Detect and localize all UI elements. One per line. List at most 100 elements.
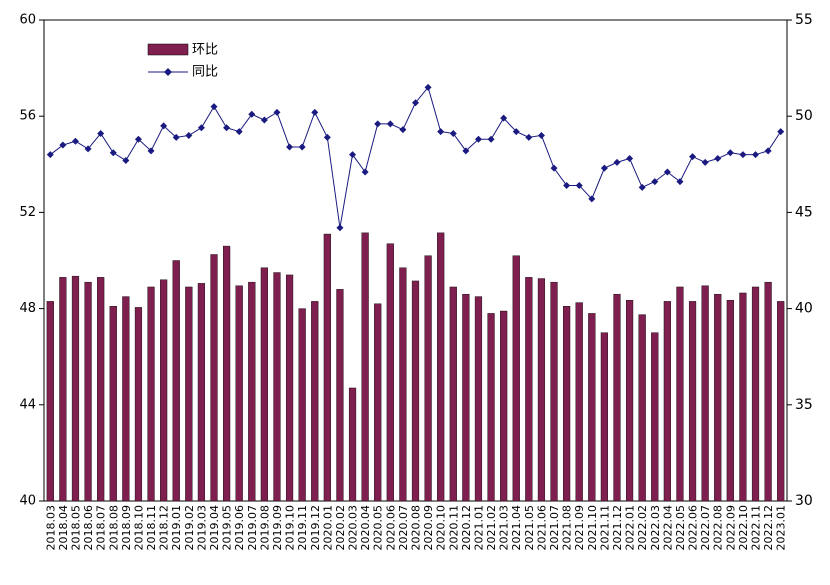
x-tick-label: 2021.05 [523, 505, 536, 551]
line-marker [726, 149, 734, 157]
bar [223, 245, 231, 502]
bar [399, 267, 407, 502]
x-tick-label: 2022.12 [762, 505, 775, 551]
bar [777, 301, 785, 502]
bar [84, 281, 92, 502]
y-tick-label: 48 [19, 301, 36, 316]
line-marker [474, 135, 482, 143]
x-tick-label: 2020.06 [384, 505, 397, 551]
bar [550, 281, 558, 502]
x-tick-label: 2020.08 [410, 505, 423, 551]
line-marker [739, 151, 747, 159]
bar [751, 286, 760, 502]
bar [676, 286, 684, 502]
x-tick-label: 2019.04 [208, 505, 221, 551]
x-tick-label: 2020.04 [359, 505, 372, 551]
x-tick-label: 2019.05 [221, 505, 234, 551]
line-marker [651, 178, 659, 186]
x-tick-label: 2022.11 [750, 505, 763, 551]
bar [487, 313, 495, 502]
bar [651, 332, 659, 502]
bar [386, 243, 394, 502]
bar [701, 285, 709, 502]
x-tick-label: 2021.03 [498, 505, 511, 551]
x-tick-label: 2022.08 [712, 505, 725, 551]
bar [462, 293, 470, 502]
bar [563, 305, 571, 502]
line-marker [449, 130, 457, 138]
x-tick-label: 2019.06 [233, 505, 246, 551]
line-marker [600, 164, 608, 172]
line-marker [462, 147, 470, 155]
bar [625, 299, 634, 502]
y-tick-label: 52 [19, 205, 36, 220]
line-marker [122, 156, 130, 164]
x-tick-label: 2018.12 [158, 505, 171, 551]
bar [311, 301, 319, 502]
y2-tick-label: 55 [795, 12, 813, 28]
bar [71, 275, 80, 502]
line-marker [84, 145, 92, 153]
bar [210, 254, 218, 502]
x-tick-label: 2021.11 [598, 505, 611, 551]
x-tick-label: 2018.06 [82, 505, 95, 551]
x-tick-label: 2021.01 [472, 505, 485, 551]
bar [109, 305, 117, 502]
line-marker [537, 131, 545, 139]
line-marker [563, 181, 571, 189]
line-marker [248, 110, 256, 118]
line-marker [424, 83, 432, 91]
y2-tick-label: 45 [795, 204, 813, 220]
x-tick-label: 2022.02 [636, 505, 649, 551]
x-tick-label: 2018.11 [145, 505, 158, 551]
bar [361, 232, 369, 502]
x-tick-label: 2021.04 [510, 505, 523, 551]
line-marker [311, 108, 319, 116]
x-tick-label: 2020.11 [447, 505, 460, 551]
x-tick-label: 2022.06 [687, 505, 700, 551]
line-marker [323, 133, 331, 141]
line-marker [676, 178, 684, 186]
bar [739, 292, 747, 502]
bar [285, 274, 294, 502]
bar [525, 277, 533, 502]
bar [160, 279, 168, 502]
bar [663, 301, 671, 502]
bar [336, 289, 344, 502]
bar [323, 233, 331, 502]
x-tick-label: 2022.04 [661, 505, 674, 551]
y-tick-label: 44 [19, 397, 36, 412]
bar [714, 293, 722, 502]
line-marker [286, 143, 294, 151]
legend-bar-swatch [147, 43, 189, 56]
y-tick-label: 40 [19, 494, 36, 509]
x-tick-label: 2021.06 [535, 505, 548, 551]
x-tick-label: 2023.01 [775, 505, 788, 551]
line-marker [500, 114, 508, 122]
bar [600, 332, 608, 502]
line-marker [550, 164, 558, 172]
x-tick-label: 2021.09 [573, 505, 586, 551]
bar [97, 277, 105, 502]
y2-tick-label: 35 [795, 397, 813, 413]
line-marker [613, 158, 621, 166]
x-tick-label: 2019.11 [296, 505, 309, 551]
line-marker [575, 181, 583, 189]
x-tick-label: 2019.07 [246, 505, 259, 551]
x-tick-label: 2018.10 [132, 505, 145, 551]
bar [449, 286, 457, 502]
bar [688, 301, 697, 502]
line-marker [147, 147, 155, 155]
y-tick-label: 56 [19, 109, 36, 124]
x-tick-label: 2022.03 [649, 505, 662, 551]
x-tick-label: 2019.10 [284, 505, 297, 551]
line-marker [361, 168, 369, 176]
bar [638, 314, 646, 502]
line-marker [46, 151, 54, 159]
line-marker [273, 108, 281, 116]
line-marker [638, 183, 646, 191]
legend-marker [164, 68, 172, 76]
bar [172, 260, 180, 502]
x-tick-label: 2019.02 [183, 505, 196, 551]
